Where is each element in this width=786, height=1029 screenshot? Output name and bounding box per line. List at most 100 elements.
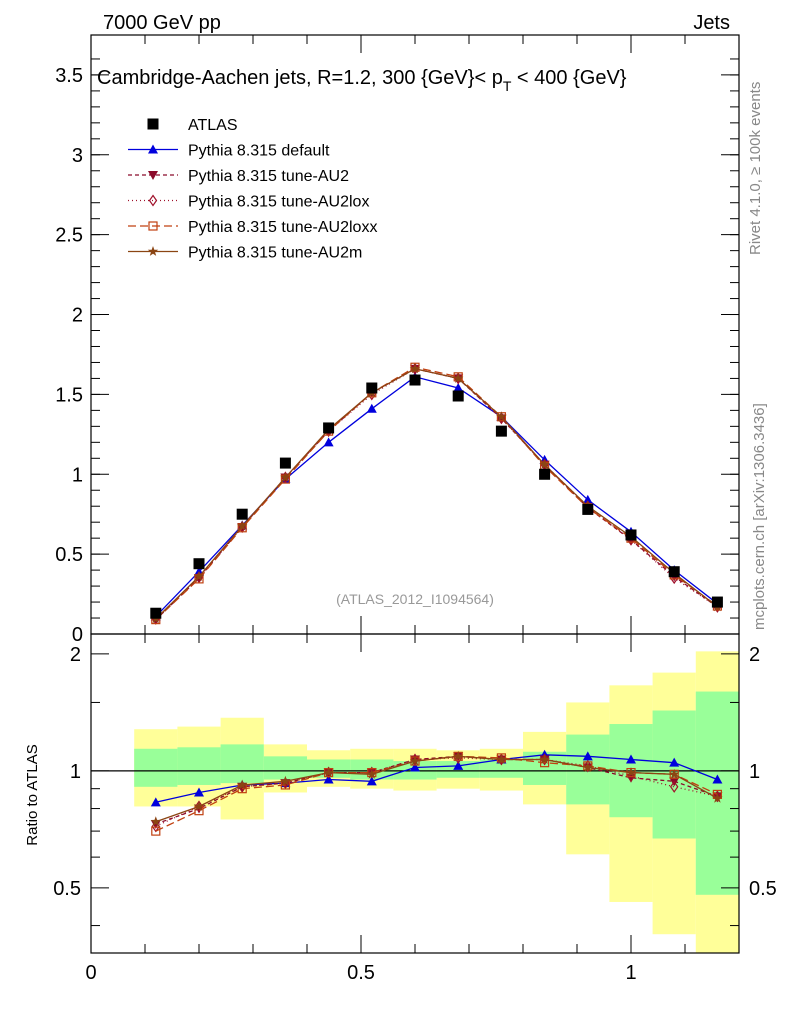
main-line-au2lox	[155, 368, 718, 620]
ratio-band-inner	[479, 759, 523, 778]
ratio-plot-area	[150, 749, 723, 836]
ratio-point-au2loxx	[151, 826, 161, 836]
ratio-point-default	[582, 751, 593, 761]
ratio-point-default	[194, 787, 204, 797]
main-point-atlas	[279, 457, 291, 469]
main-ytick-label: 2	[72, 305, 83, 327]
ratio-point-default	[150, 797, 161, 807]
analysis-watermark: (ATLAS_2012_I1094564)	[336, 591, 494, 607]
legend-label-au2loxx: Pythia 8.315 tune-AU2loxx	[188, 219, 377, 236]
ratio-point-au2m	[669, 768, 680, 779]
main-point-atlas	[495, 425, 507, 437]
ratio-ytick-label-right: 2	[749, 644, 760, 666]
ratio-ylabel: Ratio to ATLAS	[24, 744, 41, 845]
legend-label-au2lox: Pythia 8.315 tune-AU2lox	[188, 194, 369, 211]
main-ytick-label: 0.5	[55, 544, 83, 566]
header-right: Jets	[693, 12, 730, 34]
ratio-point-default	[366, 776, 377, 786]
main-point-au2m	[280, 472, 291, 482]
ratio-point-au2m	[237, 779, 248, 790]
ratio-ytick-label: 0.5	[53, 878, 81, 900]
main-ytick-label: 0	[72, 624, 83, 646]
main-line-default	[155, 376, 718, 617]
ratio-xtick-label: 1	[625, 962, 636, 984]
title-part1: Cambridge-Aachen jets, R=1.2, 300 {GeV}<…	[97, 67, 503, 89]
ratio-point-default	[453, 760, 464, 770]
main-point-default	[582, 494, 593, 504]
ratio-point-default	[712, 774, 723, 784]
ratio-axes: 0.5 0.5 1 1 2 2 0 0.5 1	[53, 634, 777, 984]
ratio-point-au2m	[625, 767, 637, 777]
main-point-default	[323, 437, 334, 447]
main-point-au2m	[193, 571, 205, 581]
main-line-au2	[155, 368, 718, 621]
legend-marker-au2loxx	[148, 221, 158, 231]
main-point-au2m	[453, 372, 464, 383]
ratio-ytick-label-right: 1	[749, 761, 760, 783]
ratio-point-au2m	[280, 775, 291, 786]
ratio-point-default	[323, 774, 334, 784]
ratio-point-au2m	[366, 768, 377, 779]
legend-marker-au2	[148, 171, 158, 180]
ratio-point-default	[410, 762, 420, 772]
ratio-line-au2m	[155, 755, 718, 823]
ratio-point-au2m	[150, 816, 161, 827]
main-ytick-label: 3.5	[55, 65, 83, 87]
legend-marker-au2lox	[148, 194, 158, 207]
legend-marker-atlas	[147, 118, 159, 130]
main-point-atlas	[711, 596, 723, 608]
ratio-point-au2lox	[367, 766, 377, 779]
ratio-xtick-label: 0	[85, 962, 96, 984]
main-ytick-label: 3	[72, 145, 83, 167]
ratio-ytick-label: 2	[70, 644, 81, 666]
header-left: 7000 GeV pp	[103, 12, 221, 34]
ratio-band-inner	[134, 748, 178, 787]
main-title: Cambridge-Aachen jets, R=1.2, 300 {GeV}<…	[97, 67, 627, 94]
main-point-atlas	[193, 558, 205, 570]
ratio-point-au2m	[712, 792, 723, 803]
main-line-au2m	[155, 368, 718, 620]
ratio-point-au2lox	[669, 780, 679, 793]
legend-label-atlas: ATLAS	[188, 117, 238, 134]
ratio-point-au2m	[453, 750, 464, 761]
main-point-atlas	[625, 529, 637, 541]
main-point-atlas	[150, 607, 162, 619]
mcplots-label: mcplots.cern.ch [arXiv:1306.3436]	[751, 403, 768, 630]
main-ytick-label: 1	[72, 464, 83, 486]
main-point-atlas	[236, 508, 248, 520]
ratio-xtick-label: 0.5	[347, 962, 375, 984]
ratio-point-au2m	[496, 754, 507, 764]
ratio-band-inner	[220, 744, 264, 784]
ratio-point-au2m	[582, 762, 593, 772]
ratio-point-au2	[150, 820, 161, 830]
ratio-ytick-label-right: 0.5	[749, 878, 777, 900]
ratio-point-au2lox	[713, 790, 722, 803]
ratio-point-au2m	[409, 755, 421, 766]
ratio-band-inner	[177, 747, 221, 785]
legend-label-default: Pythia 8.315 default	[188, 143, 330, 160]
main-ytick-label: 1.5	[55, 384, 83, 406]
main-axes: 0 0.5 1 1.5 2 2.5 3 3.5	[55, 35, 740, 646]
main-point-au2m	[409, 363, 421, 374]
main-point-au2m	[539, 459, 550, 470]
main-point-atlas	[582, 503, 594, 515]
main-line-au2loxx	[155, 366, 718, 621]
main-point-default	[366, 403, 377, 413]
ratio-point-au2lox	[583, 759, 593, 772]
title-part2: < 400 {GeV}	[511, 67, 626, 89]
legend-label-au2: Pythia 8.315 tune-AU2	[188, 168, 349, 185]
rivet-label: Rivet 4.1.0, ≥ 100k events	[747, 82, 764, 255]
main-point-atlas	[668, 566, 680, 578]
ratio-uncertainty-bands	[91, 651, 739, 953]
title-sub: T	[503, 78, 512, 94]
ratio-point-default	[626, 754, 636, 764]
ratio-point-au2m	[539, 754, 550, 764]
ratio-point-au2m	[323, 767, 334, 777]
legend-label-au2m: Pythia 8.315 tune-AU2m	[188, 245, 362, 262]
main-point-default	[453, 383, 464, 393]
ratio-ytick-label: 1	[70, 761, 81, 783]
ratio-line-au2	[155, 755, 718, 825]
legend-marker-default	[148, 144, 158, 154]
